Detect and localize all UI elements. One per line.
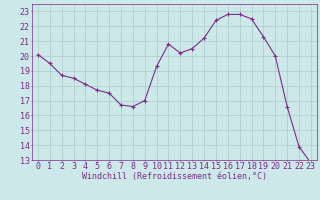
X-axis label: Windchill (Refroidissement éolien,°C): Windchill (Refroidissement éolien,°C)	[82, 172, 267, 181]
